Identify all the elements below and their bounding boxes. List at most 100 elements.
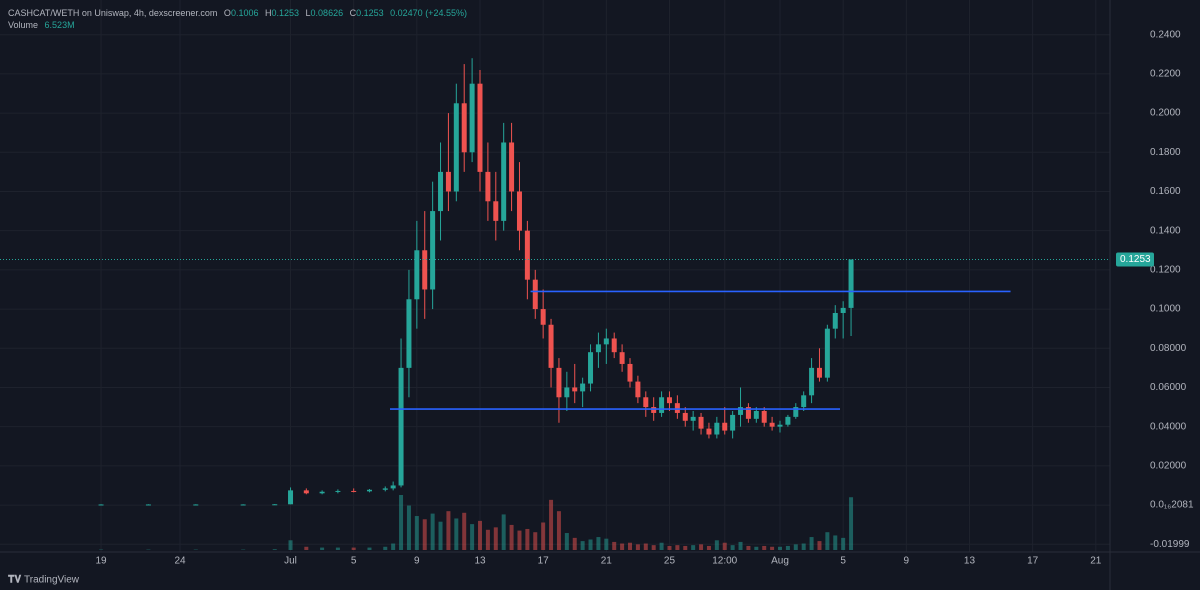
volume-bar xyxy=(849,497,854,550)
candle-body xyxy=(556,367,562,398)
y-tick-label: 0.04000 xyxy=(1150,421,1187,432)
x-tick-label: Aug xyxy=(771,556,789,567)
volume-bar xyxy=(746,545,751,550)
volume-bar xyxy=(754,546,759,550)
candle-body xyxy=(382,488,388,490)
logo[interactable]: 𝐓𝐕 xyxy=(8,574,21,586)
volume-bar xyxy=(399,495,404,550)
volume-bar xyxy=(564,533,569,550)
candle-body xyxy=(319,491,325,494)
x-tick-label: 5 xyxy=(351,556,357,567)
x-tick-label: 12:00 xyxy=(712,556,737,567)
volume-bar xyxy=(714,540,719,550)
candle-body xyxy=(588,352,594,384)
candle-body xyxy=(351,490,357,492)
candle-body xyxy=(769,422,775,427)
x-tick-label: 19 xyxy=(95,556,107,567)
footer-brand[interactable]: TradingView xyxy=(24,575,80,586)
volume-bar xyxy=(525,528,530,550)
candle-body xyxy=(643,397,649,408)
candle-body xyxy=(445,171,451,192)
y-tick-label: -0.01999 xyxy=(1150,539,1190,550)
volume-bar xyxy=(620,543,625,550)
candle-body xyxy=(816,367,822,378)
candle-body xyxy=(698,416,704,429)
candle-body xyxy=(682,412,688,421)
volume-bar xyxy=(730,545,735,550)
candle-body xyxy=(366,489,372,492)
volume-bar xyxy=(699,544,704,550)
volume-bar xyxy=(762,545,767,550)
ohlc-value: 0.1253 xyxy=(271,8,299,18)
candle-body xyxy=(548,324,554,368)
volume-bar xyxy=(367,547,372,550)
candle-body xyxy=(453,103,459,192)
volume-bar xyxy=(485,529,490,550)
candle-body xyxy=(738,407,744,415)
ohlc-value: 0.1006 xyxy=(231,8,259,18)
chart-header: CASHCAT/WETH on Uniswap, 4h, dexscreener… xyxy=(8,8,467,18)
candle-body xyxy=(840,307,846,313)
candle-body xyxy=(714,422,720,435)
volume-bar xyxy=(635,544,640,550)
candle-body xyxy=(461,103,467,153)
volume-bar xyxy=(414,516,419,550)
candle-body xyxy=(438,171,444,212)
candle-body xyxy=(690,416,696,421)
ohlc-value: 0.1253 xyxy=(356,8,384,18)
ohlc-key: C xyxy=(350,8,357,18)
candle-body xyxy=(619,352,625,364)
candle-body xyxy=(516,191,522,231)
candle-body xyxy=(635,381,641,398)
volume-bar xyxy=(770,546,775,550)
volume-bar xyxy=(785,545,790,550)
candle-body xyxy=(335,490,341,492)
y-tick-label: 0.1800 xyxy=(1150,147,1181,158)
chart-title: CASHCAT/WETH on Uniswap, 4h, dexscreener… xyxy=(8,8,217,18)
volume-bar xyxy=(406,505,411,550)
candle-body xyxy=(706,428,712,435)
x-tick-label: 17 xyxy=(538,556,550,567)
last-price-label: 0.1253 xyxy=(1120,254,1151,265)
candle-body xyxy=(627,363,633,382)
ohlc-value: 0.08626 xyxy=(311,8,344,18)
x-tick-label: 21 xyxy=(1090,556,1102,567)
volume-bar xyxy=(478,520,482,550)
volume-bar xyxy=(793,544,798,550)
volume-bar xyxy=(691,545,696,550)
volume-bar xyxy=(541,522,546,550)
volume-bar xyxy=(272,549,277,550)
candle-body xyxy=(398,367,404,486)
y-tick-label: 0.1400 xyxy=(1150,225,1181,236)
candle-body xyxy=(485,171,491,202)
y-tick-label: 0.2000 xyxy=(1150,108,1181,119)
x-tick-label: 9 xyxy=(904,556,910,567)
candle-body xyxy=(390,485,396,489)
candle-body xyxy=(469,83,475,153)
volume-bar xyxy=(351,547,356,550)
volume-bar xyxy=(556,511,561,550)
x-tick-label: 25 xyxy=(664,556,676,567)
volume-bar xyxy=(778,546,782,550)
candle-body xyxy=(848,259,854,308)
ohlc-key: L xyxy=(306,8,311,18)
candle-body xyxy=(564,387,570,398)
y-tick-label: 0.2200 xyxy=(1150,69,1181,80)
candle-body xyxy=(674,403,680,413)
y-tick-label: 0.1200 xyxy=(1150,265,1181,276)
volume-bar xyxy=(706,545,711,550)
last-price-badge xyxy=(1116,252,1154,267)
candle-body xyxy=(532,279,538,310)
volume-bar xyxy=(612,541,617,550)
volume-bar xyxy=(628,542,632,550)
volume-bar xyxy=(454,518,459,550)
candle-body xyxy=(414,250,420,300)
candle-body xyxy=(288,490,294,505)
volume-bar xyxy=(604,538,609,550)
candle-body xyxy=(730,414,736,431)
volume-bar xyxy=(572,537,577,550)
change: 0.02470 (+24.55%) xyxy=(390,8,467,18)
y-tick-label: 0.1600 xyxy=(1150,186,1181,197)
y-tick-label: 0.1000 xyxy=(1150,304,1181,315)
